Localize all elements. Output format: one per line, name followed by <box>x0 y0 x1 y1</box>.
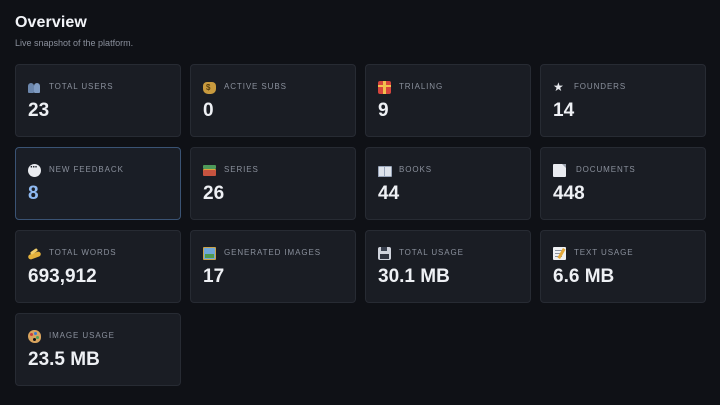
stat-value: 23.5 MB <box>28 349 100 370</box>
stat-value: 30.1 MB <box>378 266 450 287</box>
stat-label: Generated Images <box>224 248 321 257</box>
stat-label: Active Subs <box>224 82 287 91</box>
document-icon <box>553 163 566 177</box>
palette-icon <box>28 329 41 343</box>
stat-value: 23 <box>28 100 50 121</box>
stat-card-total-words[interactable]: Total Words 693,912 <box>15 230 181 303</box>
stat-label: Total Usage <box>399 248 464 257</box>
stat-card-total-users[interactable]: Total Users 23 <box>15 64 181 137</box>
floppy-disk-icon <box>378 246 391 260</box>
stats-grid: Total Users 23 Active Subs 0 Trialing 9 … <box>15 64 706 386</box>
stat-card-documents[interactable]: Documents 448 <box>540 147 706 220</box>
stat-card-image-usage[interactable]: Image Usage 23.5 MB <box>15 313 181 386</box>
open-book-icon <box>378 164 392 177</box>
stat-label: Series <box>224 165 259 174</box>
money-bag-icon <box>203 82 216 94</box>
stat-label: Books <box>399 165 432 174</box>
stat-card-founders[interactable]: ★ Founders 14 <box>540 64 706 137</box>
stat-card-text-usage[interactable]: Text Usage 6.6 MB <box>540 230 706 303</box>
users-icon <box>28 81 41 94</box>
stat-value: 26 <box>203 183 225 204</box>
page-subtitle: Live snapshot of the platform. <box>15 38 134 48</box>
stat-card-books[interactable]: Books 44 <box>365 147 531 220</box>
framed-picture-icon <box>203 246 216 260</box>
memo-icon <box>553 246 566 260</box>
stat-label: New Feedback <box>49 165 124 174</box>
stat-value: 14 <box>553 100 575 121</box>
stat-card-trialing[interactable]: Trialing 9 <box>365 64 531 137</box>
star-icon: ★ <box>553 79 564 94</box>
books-icon <box>203 164 216 177</box>
gift-icon <box>378 80 391 94</box>
stat-label: Text Usage <box>574 248 634 257</box>
stat-card-active-subs[interactable]: Active Subs 0 <box>190 64 356 137</box>
stat-value: 17 <box>203 266 225 287</box>
stat-label: Founders <box>574 82 627 91</box>
stat-value: 0 <box>203 100 214 121</box>
stat-card-series[interactable]: Series 26 <box>190 147 356 220</box>
stat-value: 9 <box>378 100 389 121</box>
stat-value: 448 <box>553 183 585 204</box>
stat-label: Total Words <box>49 248 117 257</box>
stat-value: 693,912 <box>28 266 97 287</box>
stat-label: Image Usage <box>49 331 115 340</box>
stat-value: 44 <box>378 183 400 204</box>
stat-card-new-feedback[interactable]: New Feedback 8 <box>15 147 181 220</box>
stat-value: 6.6 MB <box>553 266 615 287</box>
writing-hand-icon <box>28 247 41 260</box>
stat-label: Total Users <box>49 82 114 91</box>
stat-card-total-usage[interactable]: Total Usage 30.1 MB <box>365 230 531 303</box>
stat-value: 8 <box>28 183 39 204</box>
page-title: Overview <box>15 14 87 31</box>
speech-bubble-icon <box>28 162 41 177</box>
stat-label: Trialing <box>399 82 444 91</box>
stat-card-generated-images[interactable]: Generated Images 17 <box>190 230 356 303</box>
stat-label: Documents <box>576 165 636 174</box>
